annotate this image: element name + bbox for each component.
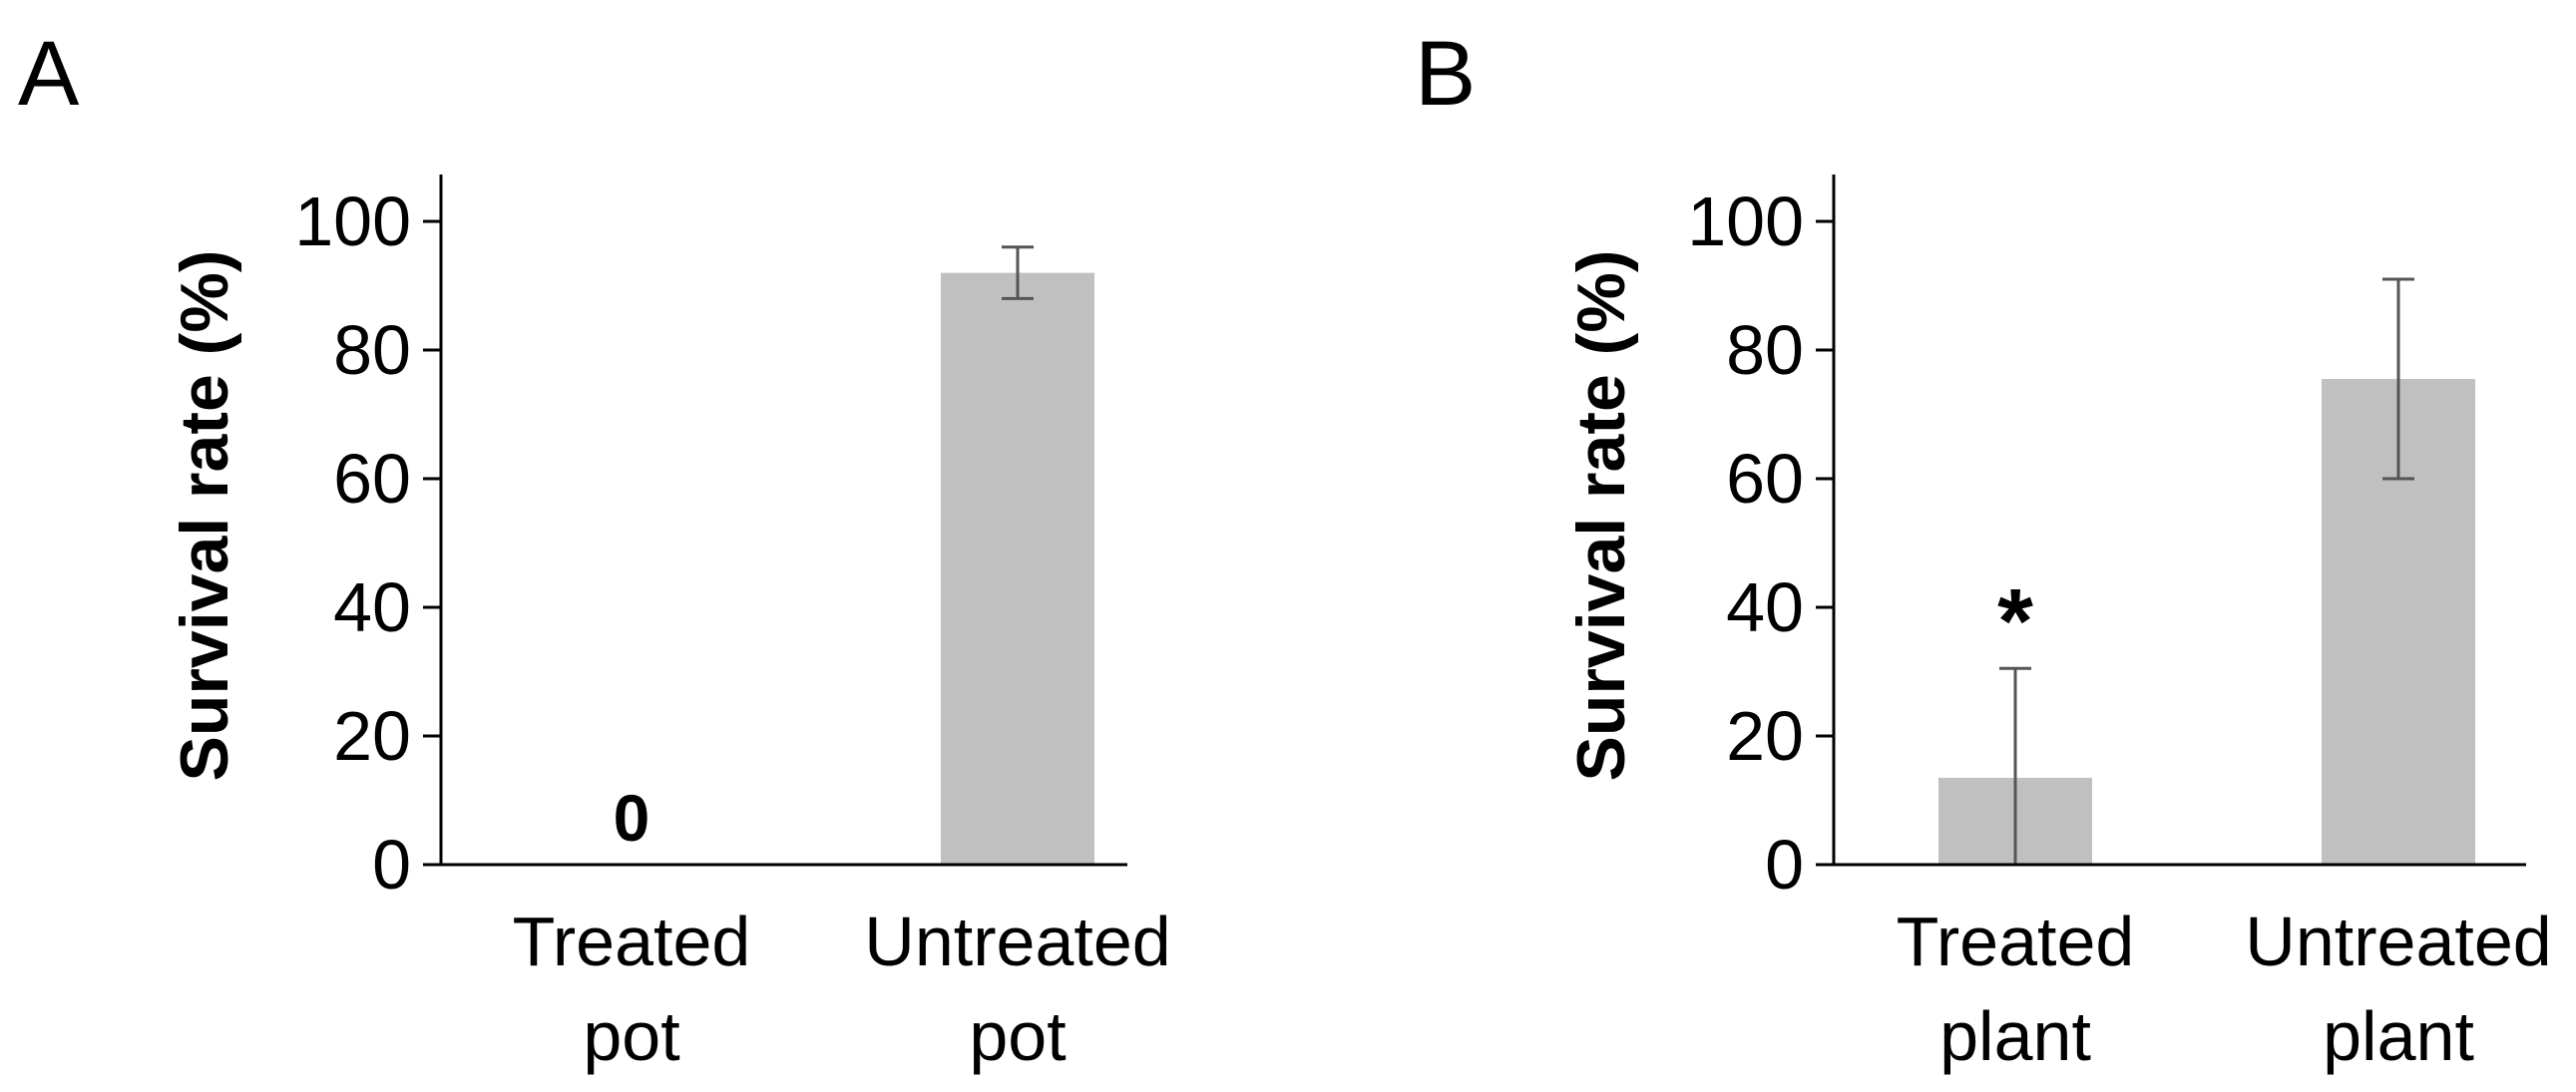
significance-marker: *: [1997, 570, 2033, 672]
x-category-label: Treated: [513, 903, 751, 980]
y-tick-label: 60: [1726, 440, 1804, 518]
y-tick-label: 80: [1726, 311, 1804, 389]
y-tick-label: 40: [1726, 568, 1804, 646]
y-tick-label: 0: [1765, 826, 1804, 904]
bars-a: [941, 272, 1094, 866]
error-bar-b-1: [1999, 666, 2031, 865]
x-category-labels-b: Treated plant Untreated plant: [1897, 903, 2552, 1075]
x-category-label: Treated: [1897, 903, 2135, 980]
x-category-label: Untreated: [2245, 903, 2551, 980]
y-tick-label: 60: [333, 440, 411, 518]
x-category-label: pot: [583, 997, 679, 1075]
y-tick-label: 100: [294, 182, 411, 260]
y-tick-label: 40: [333, 568, 411, 646]
x-category-label: plant: [2323, 997, 2474, 1075]
x-category-label: Untreated: [864, 903, 1170, 980]
y-axis-title-b: Survival rate (%): [1563, 250, 1639, 782]
x-category-label: plant: [1939, 997, 2091, 1075]
x-category-label: pot: [969, 997, 1066, 1075]
panel-letter-b: B: [1415, 23, 1476, 125]
x-category-labels-a: Treated pot Untreated pot: [513, 903, 1171, 1075]
bar-a-2: [941, 272, 1094, 866]
panel-a: A Survival rate (%) 0 20 40 60 80 100 Treated…: [18, 23, 1171, 1075]
y-tick-label: 20: [333, 697, 411, 775]
error-bars-b: [1999, 277, 2414, 865]
y-tick-label: 0: [372, 826, 411, 904]
y-axis-title-a: Survival rate (%): [167, 250, 242, 782]
panel-letter-a: A: [18, 23, 80, 125]
y-ticks-a: 0 20 40 60 80 100: [294, 182, 441, 904]
y-tick-label: 100: [1687, 182, 1804, 260]
y-tick-label: 80: [333, 311, 411, 389]
y-ticks-b: 0 20 40 60 80 100: [1687, 182, 1834, 904]
y-tick-label: 20: [1726, 697, 1804, 775]
panel-b: B Survival rate (%) 0 20 40 60 80 100 Treated…: [1415, 23, 2552, 1075]
error-bar-b-2: [2382, 277, 2414, 481]
data-label: 0: [614, 781, 650, 855]
error-bar-a-2: [1002, 245, 1034, 300]
annotations-b: *: [1997, 570, 2033, 672]
error-bars-a: [1002, 245, 1034, 300]
data-labels-a: 0: [614, 781, 650, 855]
